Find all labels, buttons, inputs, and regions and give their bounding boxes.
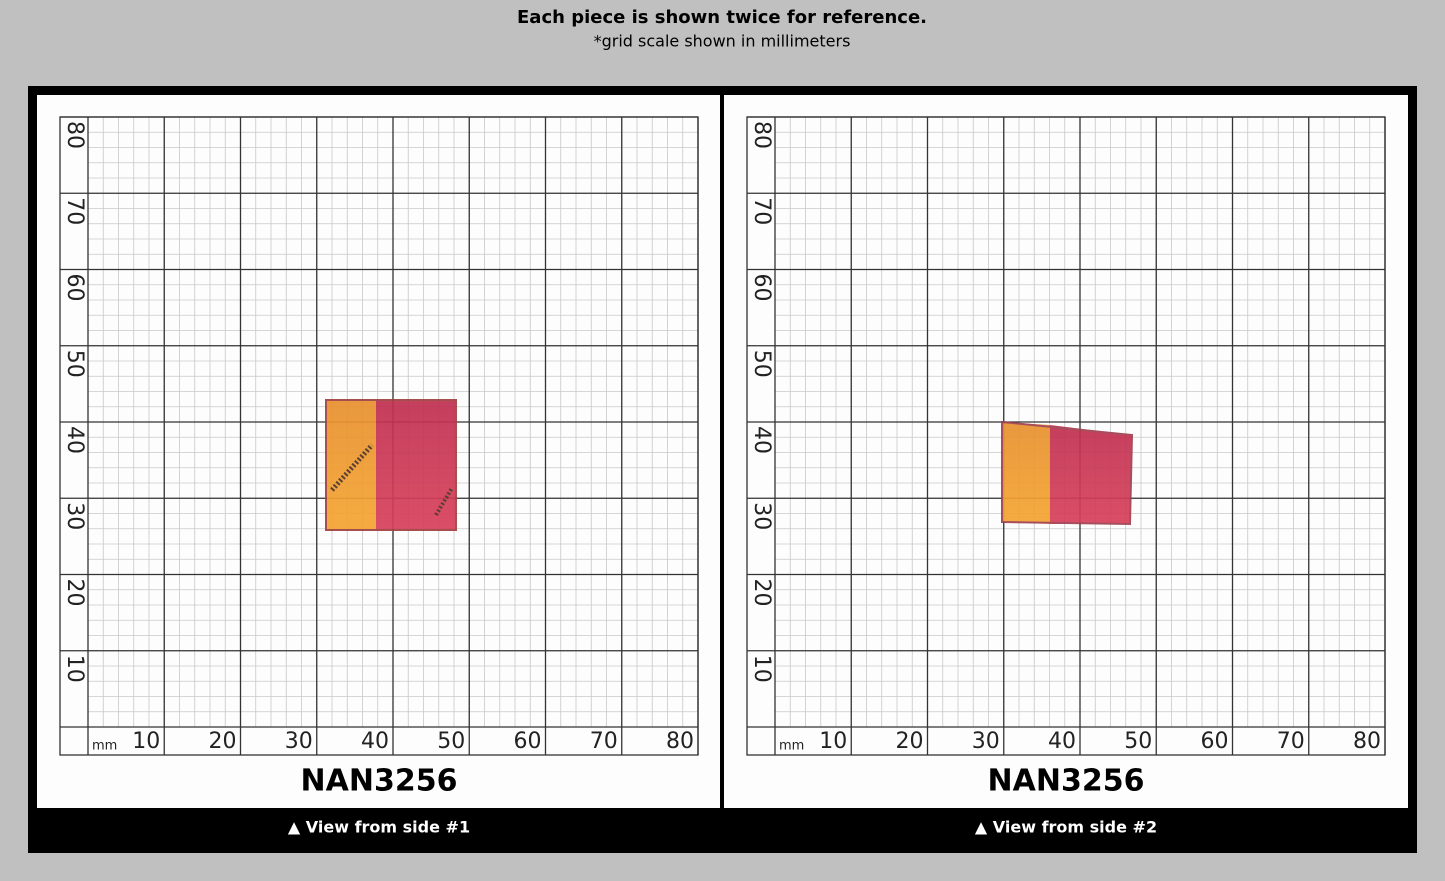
y-tick-label: 50 bbox=[62, 350, 87, 378]
x-tick-label: 80 bbox=[1353, 729, 1381, 754]
x-tick-label: 20 bbox=[896, 729, 924, 754]
x-tick-label: 60 bbox=[514, 729, 542, 754]
x-tick-label: 40 bbox=[1048, 729, 1076, 754]
y-tick-label: 80 bbox=[749, 121, 774, 149]
x-tick-label: 10 bbox=[132, 729, 160, 754]
y-tick-label: 20 bbox=[62, 579, 87, 607]
y-tick-label: 40 bbox=[749, 426, 774, 454]
item-code: NAN3256 bbox=[988, 764, 1145, 799]
y-tick-label: 70 bbox=[749, 197, 774, 225]
x-tick-label: 70 bbox=[1277, 729, 1305, 754]
unit-label: mm bbox=[92, 739, 117, 754]
y-tick-label: 30 bbox=[62, 502, 87, 530]
x-tick-label: 80 bbox=[666, 729, 694, 754]
y-tick-label: 10 bbox=[62, 655, 87, 683]
x-tick-label: 50 bbox=[437, 729, 465, 754]
y-tick-label: 20 bbox=[749, 579, 774, 607]
y-tick-label: 30 bbox=[749, 502, 774, 530]
x-tick-label: 70 bbox=[590, 729, 618, 754]
view-caption: ▲ View from side #2 bbox=[975, 818, 1157, 837]
y-tick-label: 60 bbox=[749, 274, 774, 302]
y-tick-label: 60 bbox=[62, 274, 87, 302]
gemstone bbox=[325, 399, 457, 531]
view-caption: ▲ View from side #1 bbox=[288, 818, 470, 837]
x-tick-label: 30 bbox=[285, 729, 313, 754]
x-tick-label: 20 bbox=[209, 729, 237, 754]
x-tick-label: 30 bbox=[972, 729, 1000, 754]
x-tick-label: 40 bbox=[361, 729, 389, 754]
unit-label: mm bbox=[779, 739, 804, 754]
y-tick-label: 80 bbox=[62, 121, 87, 149]
y-tick-label: 10 bbox=[749, 655, 774, 683]
x-tick-label: 10 bbox=[819, 729, 847, 754]
gemstone bbox=[1001, 420, 1134, 526]
title: Each piece is shown twice for reference. bbox=[517, 7, 927, 28]
x-tick-label: 50 bbox=[1124, 729, 1152, 754]
y-tick-label: 70 bbox=[62, 197, 87, 225]
x-tick-label: 60 bbox=[1201, 729, 1229, 754]
y-tick-label: 50 bbox=[749, 350, 774, 378]
item-code: NAN3256 bbox=[301, 764, 458, 799]
subtitle: *grid scale shown in millimeters bbox=[594, 32, 851, 51]
y-tick-label: 40 bbox=[62, 426, 87, 454]
